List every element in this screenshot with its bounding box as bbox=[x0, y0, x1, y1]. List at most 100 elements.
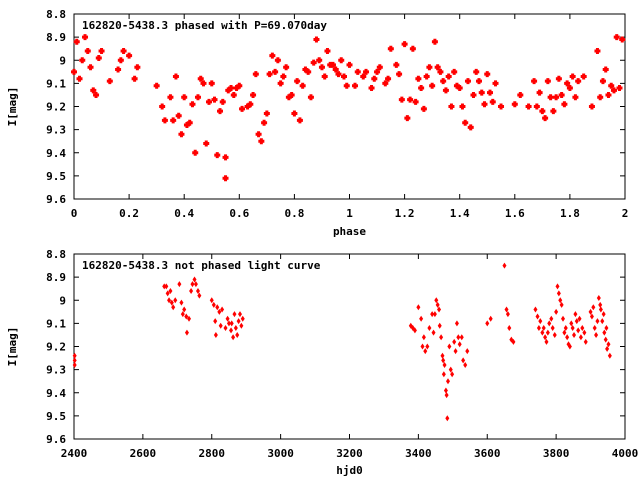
data-point bbox=[475, 78, 482, 85]
unphased-x-tick-label: 2600 bbox=[130, 447, 157, 460]
data-point bbox=[574, 318, 579, 325]
data-point bbox=[335, 71, 342, 78]
data-point bbox=[572, 94, 579, 101]
data-point bbox=[404, 115, 411, 122]
data-point bbox=[401, 41, 408, 48]
data-point bbox=[605, 91, 612, 98]
data-point bbox=[569, 73, 576, 80]
data-point bbox=[594, 48, 601, 54]
unphased-y-tick-label: 9.6 bbox=[46, 433, 66, 446]
unphased-data-points bbox=[72, 262, 612, 422]
data-point bbox=[619, 36, 626, 43]
data-point bbox=[561, 315, 566, 322]
data-point bbox=[547, 320, 552, 327]
data-point bbox=[481, 101, 488, 108]
data-point bbox=[363, 68, 370, 75]
data-point bbox=[161, 117, 168, 124]
data-point bbox=[167, 94, 174, 101]
data-point bbox=[598, 306, 603, 313]
data-point bbox=[420, 105, 427, 112]
data-point bbox=[72, 352, 77, 359]
phased-y-tick-label: 8.8 bbox=[46, 8, 66, 21]
data-point bbox=[258, 138, 265, 145]
data-point bbox=[448, 366, 453, 373]
data-point bbox=[570, 325, 575, 331]
data-point bbox=[606, 341, 611, 348]
data-point bbox=[603, 336, 608, 343]
data-point bbox=[423, 348, 428, 355]
data-point bbox=[467, 124, 474, 131]
data-point bbox=[231, 334, 236, 341]
data-point bbox=[131, 75, 138, 82]
data-point bbox=[217, 108, 224, 115]
phased-y-tick-label: 9.1 bbox=[46, 77, 66, 90]
data-point bbox=[237, 311, 242, 318]
data-point bbox=[595, 318, 600, 325]
data-point bbox=[220, 306, 225, 313]
unphased-y-tick-label: 9 bbox=[59, 294, 66, 307]
phased-x-tick-label: 1.4 bbox=[450, 207, 470, 220]
data-point bbox=[596, 294, 601, 301]
data-point bbox=[205, 98, 212, 105]
data-point bbox=[445, 73, 452, 80]
data-point bbox=[543, 334, 548, 341]
data-point bbox=[236, 318, 241, 325]
data-point bbox=[550, 325, 555, 331]
data-point bbox=[445, 378, 450, 385]
data-point bbox=[416, 304, 421, 311]
data-point bbox=[507, 325, 512, 331]
data-point bbox=[602, 329, 607, 336]
data-point bbox=[454, 320, 459, 327]
data-point bbox=[233, 325, 238, 331]
data-point bbox=[535, 313, 540, 320]
data-point bbox=[184, 313, 189, 320]
data-point bbox=[439, 334, 444, 341]
data-point bbox=[538, 318, 543, 325]
data-point bbox=[462, 119, 469, 126]
data-point bbox=[173, 297, 178, 304]
data-point bbox=[423, 73, 430, 80]
data-point bbox=[288, 91, 295, 98]
unphased-y-tick-label: 9.2 bbox=[46, 341, 66, 354]
data-point bbox=[162, 283, 167, 290]
data-point bbox=[558, 297, 563, 304]
data-point bbox=[533, 306, 538, 313]
data-point bbox=[426, 64, 433, 71]
data-point bbox=[588, 308, 593, 315]
unphased-x-axis-label: hjd0 bbox=[336, 464, 363, 477]
data-point bbox=[250, 91, 257, 98]
data-point bbox=[76, 75, 83, 82]
data-point bbox=[564, 80, 571, 87]
unphased-y-tick-label: 8.8 bbox=[46, 248, 66, 261]
data-point bbox=[457, 341, 462, 348]
data-point bbox=[321, 73, 328, 80]
data-point bbox=[418, 85, 425, 91]
data-point bbox=[307, 94, 314, 101]
data-point bbox=[296, 117, 303, 124]
data-point bbox=[229, 327, 234, 334]
data-point bbox=[79, 57, 86, 64]
data-point bbox=[180, 311, 185, 318]
unphased-x-tick-label: 3800 bbox=[543, 447, 570, 460]
unphased-y-tick-label: 8.9 bbox=[46, 271, 66, 284]
phased-x-tick-label: 0 bbox=[71, 207, 78, 220]
data-point bbox=[602, 66, 609, 73]
data-point bbox=[448, 103, 455, 110]
data-point bbox=[608, 82, 615, 89]
data-point bbox=[343, 82, 350, 89]
data-point bbox=[178, 131, 185, 138]
data-point bbox=[552, 331, 557, 338]
data-point bbox=[385, 75, 392, 82]
data-point bbox=[572, 331, 577, 338]
data-point bbox=[580, 73, 587, 80]
data-point bbox=[169, 299, 174, 306]
data-point bbox=[217, 308, 222, 315]
data-point bbox=[222, 154, 229, 161]
data-point bbox=[90, 87, 97, 94]
data-point bbox=[194, 94, 201, 101]
data-point bbox=[197, 292, 202, 299]
data-point bbox=[592, 325, 597, 331]
phased-y-tick-label: 9.5 bbox=[46, 170, 66, 183]
data-point bbox=[186, 119, 193, 126]
data-point bbox=[525, 103, 532, 110]
